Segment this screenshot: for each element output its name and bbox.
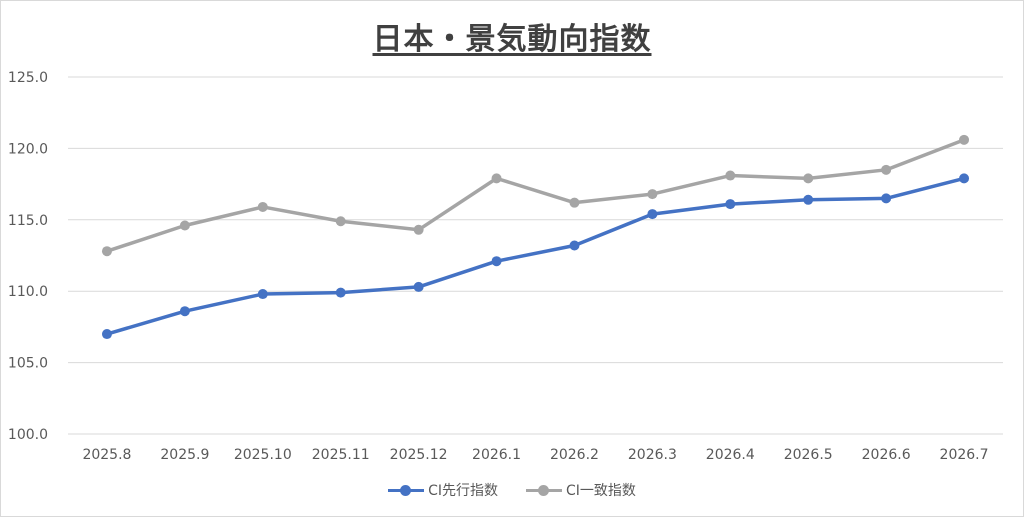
x-tick-label: 2026.2 <box>550 447 599 463</box>
legend-swatch-coincident <box>526 484 562 496</box>
data-point <box>647 189 658 200</box>
data-point <box>101 246 112 257</box>
data-point <box>335 287 346 298</box>
data-point <box>257 201 268 212</box>
y-tick-label: 100.0 <box>8 427 48 443</box>
data-point <box>491 256 502 267</box>
x-tick-label: 2026.1 <box>472 447 521 463</box>
data-point <box>257 289 268 300</box>
data-point <box>647 209 658 220</box>
y-tick-label: 110.0 <box>8 284 48 300</box>
data-point <box>179 306 190 317</box>
data-point <box>803 173 814 184</box>
y-tick-label: 105.0 <box>8 356 48 372</box>
x-axis: 2025.8 2025.9 2025.10 2025.11 2025.12 2026.1 2… <box>82 447 988 463</box>
x-tick-label: 2025.10 <box>234 447 292 463</box>
series-line <box>106 176 965 336</box>
x-tick-label: 2026.5 <box>784 447 833 463</box>
x-tick-label: 2025.11 <box>312 447 370 463</box>
data-point <box>881 164 892 175</box>
data-point <box>959 134 970 145</box>
x-tick-label: 2026.3 <box>628 447 677 463</box>
legend: CI先行指数 CI一致指数 <box>0 480 1024 500</box>
data-point <box>725 199 736 210</box>
data-point <box>491 173 502 184</box>
data-point <box>413 281 424 292</box>
data-point <box>569 240 580 251</box>
legend-item-coincident: CI一致指数 <box>526 480 636 500</box>
data-point <box>413 224 424 235</box>
y-tick-label: 125.0 <box>8 70 48 86</box>
series-line <box>106 138 965 253</box>
data-point <box>881 193 892 204</box>
data-point <box>335 216 346 227</box>
y-axis: 100.0 105.0 110.0 115.0 120.0 125.0 <box>8 70 48 443</box>
series-ci-leading <box>101 173 970 340</box>
legend-swatch-leading <box>388 484 425 496</box>
x-tick-label: 2026.6 <box>862 447 911 463</box>
x-tick-label: 2025.9 <box>160 447 209 463</box>
legend-item-leading: CI先行指数 <box>388 480 498 500</box>
legend-label-leading: CI先行指数 <box>428 483 498 499</box>
x-tick-label: 2026.7 <box>940 447 989 463</box>
x-tick-label: 2025.12 <box>390 447 448 463</box>
data-point <box>725 170 736 181</box>
chart-title: 日本・景気動向指数 <box>372 22 652 57</box>
data-point <box>803 194 814 205</box>
data-point <box>569 197 580 208</box>
gridlines <box>68 76 1003 435</box>
series-group <box>101 134 970 340</box>
x-tick-label: 2026.4 <box>706 447 755 463</box>
legend-label-coincident: CI一致指数 <box>566 483 636 499</box>
x-tick-label: 2025.8 <box>82 447 131 463</box>
y-tick-label: 115.0 <box>8 213 48 229</box>
data-point <box>101 329 112 340</box>
series-ci-coincident <box>101 134 970 257</box>
data-point <box>959 173 970 184</box>
data-point <box>179 220 190 231</box>
y-tick-label: 120.0 <box>8 141 48 157</box>
